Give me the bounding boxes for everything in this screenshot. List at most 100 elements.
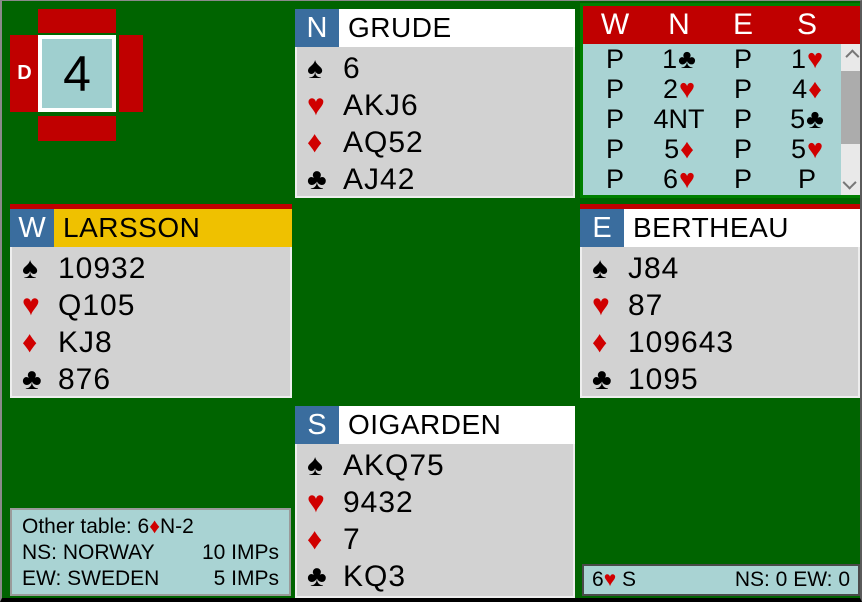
auction-bid: 5 ♣ — [790, 104, 824, 134]
card-holding: AKQ75 — [343, 448, 445, 482]
hand-panel-south: S OIGARDEN ♠ AKQ75 ♥ 9432 ♦ 7 ♣ KQ3 — [295, 406, 575, 598]
suit-row: ♦ KJ8 — [12, 324, 290, 361]
vul-bar-east — [580, 204, 860, 209]
other-table-ew-row: EW: SWEDEN 5 IMPs — [22, 566, 279, 592]
heart-icon: ♥ — [807, 134, 824, 164]
heart-icon: ♥ — [603, 568, 617, 591]
vul-flap-south — [38, 116, 116, 141]
hand-cards-east: ♠ J84 ♥ 87 ♦ 109643 ♣ 1095 — [580, 247, 860, 398]
auction-bid: 6 ♥ — [662, 164, 696, 194]
auction-bid: P — [733, 134, 752, 164]
seat-badge-south: S — [295, 406, 339, 444]
card-holding: J84 — [628, 251, 680, 285]
card-holding: KQ3 — [343, 559, 407, 593]
heart-icon: ♥ — [679, 164, 696, 194]
club-icon: ♣ — [22, 362, 42, 396]
suit-row: ♦ 7 — [297, 521, 573, 558]
card-holding: AQ52 — [343, 125, 424, 159]
diamond-icon: ♦ — [22, 325, 38, 359]
heart-icon: ♥ — [22, 288, 40, 322]
card-holding: 6 — [343, 51, 361, 85]
auction-row: P 6 ♥ P P — [583, 164, 860, 194]
name-bar-east: E BERTHEAU — [580, 209, 860, 247]
heart-icon: ♥ — [307, 485, 325, 519]
auction-bid: 4 ♦ — [792, 74, 822, 104]
other-table-box: Other table: 6 ♦ N-2 NS: NORWAY 10 IMPs EW… — [10, 508, 291, 596]
spade-icon: ♠ — [307, 51, 323, 85]
suit-row: ♥ Q105 — [12, 287, 290, 324]
ns-imps-value: 10 IMPs — [201, 541, 279, 564]
auction-bid: P — [733, 164, 752, 194]
contract-declarer: S — [616, 568, 636, 591]
suit-row: ♠ J84 — [582, 250, 858, 287]
vul-flap-east — [119, 35, 143, 112]
auction-body: P 1 ♣ P 1 ♥ P 2 ♥ P 4 ♦ P 4NT P 5 ♣ P 5 ♦ P 5 ♥ P 6 ♥ P P — [583, 44, 860, 195]
card-holding: 87 — [628, 288, 664, 322]
club-icon: ♣ — [678, 44, 696, 74]
auction-bid: 1 ♥ — [790, 44, 824, 74]
auction-bid: 2 ♥ — [662, 74, 696, 104]
player-name-south: OIGARDEN — [348, 409, 502, 440]
spade-icon: ♠ — [307, 448, 323, 482]
hand-panel-west: W LARSSON ♠ 10932 ♥ Q105 ♦ KJ8 ♣ 876 — [10, 204, 292, 398]
auction-row: P 1 ♣ P 1 ♥ — [583, 44, 860, 74]
auction-col-east: E — [732, 8, 753, 41]
suit-row: ♥ 9432 — [297, 484, 573, 521]
diamond-icon: ♦ — [149, 515, 160, 538]
auction-col-south: S — [796, 8, 817, 41]
scroll-down-icon[interactable] — [841, 173, 860, 195]
card-holding: AJ42 — [343, 162, 416, 196]
suit-row: ♠ 6 — [297, 50, 573, 87]
seat-badge-west: W — [10, 209, 54, 247]
card-holding: 9432 — [343, 485, 414, 519]
diamond-icon: ♦ — [307, 125, 323, 159]
auction-bid: P — [733, 74, 752, 104]
heart-icon: ♥ — [592, 288, 610, 322]
other-table-contract-prefix: Other table: 6 — [22, 515, 150, 538]
name-bar-south: S OIGARDEN — [295, 406, 575, 444]
card-holding: 7 — [343, 522, 361, 556]
auction-row: P 5 ♦ P 5 ♥ — [583, 134, 860, 164]
suit-row: ♦ 109643 — [582, 324, 858, 361]
diamond-icon: ♦ — [808, 74, 822, 104]
auction-panel: W N E S P 1 ♣ P 1 ♥ P 2 ♥ P 4 ♦ P 4NT P 5 ♣ P 5 ♦ P 5 ♥ P 6 ♥ P P — [580, 3, 860, 198]
scroll-up-icon[interactable] — [841, 44, 860, 66]
suit-row: ♦ AQ52 — [297, 124, 573, 161]
other-table-contract-result: N-2 — [159, 515, 194, 538]
ew-imps-value: 5 IMPs — [213, 567, 279, 590]
auction-bid: P — [605, 74, 624, 104]
auction-bid: 5 ♦ — [664, 134, 694, 164]
trick-score: NS: 0 EW: 0 — [734, 568, 850, 591]
auction-bid: P — [605, 104, 624, 134]
suit-row: ♥ 87 — [582, 287, 858, 324]
heart-icon: ♥ — [679, 74, 696, 104]
contract-level: 6 — [592, 568, 604, 591]
seat-badge-north: N — [295, 9, 339, 47]
player-name-west: LARSSON — [63, 212, 201, 243]
suit-row: ♣ AJ42 — [297, 161, 573, 198]
suit-row: ♠ 10932 — [12, 250, 290, 287]
auction-bid: P — [733, 104, 752, 134]
club-icon: ♣ — [806, 104, 824, 134]
board-number: 4 — [63, 45, 91, 102]
diamond-icon: ♦ — [592, 325, 608, 359]
heart-icon: ♥ — [807, 44, 824, 74]
dealer-marker: D — [17, 62, 32, 84]
card-holding: 10932 — [58, 251, 147, 285]
scrollbar-thumb[interactable] — [841, 71, 860, 144]
suit-row: ♣ 1095 — [582, 361, 858, 398]
auction-scrollbar[interactable] — [841, 44, 860, 195]
auction-row: P 4NT P 5 ♣ — [583, 104, 860, 134]
diamond-icon: ♦ — [680, 134, 694, 164]
hand-panel-north: N GRUDE ♠ 6 ♥ AKJ6 ♦ AQ52 ♣ AJ42 — [295, 9, 575, 198]
board-number-tile: 4 — [38, 35, 116, 112]
auction-bid: P — [605, 134, 624, 164]
auction-rows: P 1 ♣ P 1 ♥ P 2 ♥ P 4 ♦ P 4NT P 5 ♣ P 5 ♦ P 5 ♥ P 6 ♥ P P — [583, 44, 860, 194]
card-holding: 1095 — [628, 362, 699, 396]
card-holding: KJ8 — [58, 325, 113, 359]
suit-row: ♣ 876 — [12, 361, 290, 398]
hand-cards-south: ♠ AKQ75 ♥ 9432 ♦ 7 ♣ KQ3 — [295, 444, 575, 598]
spade-icon: ♠ — [22, 251, 38, 285]
club-icon: ♣ — [307, 162, 327, 196]
